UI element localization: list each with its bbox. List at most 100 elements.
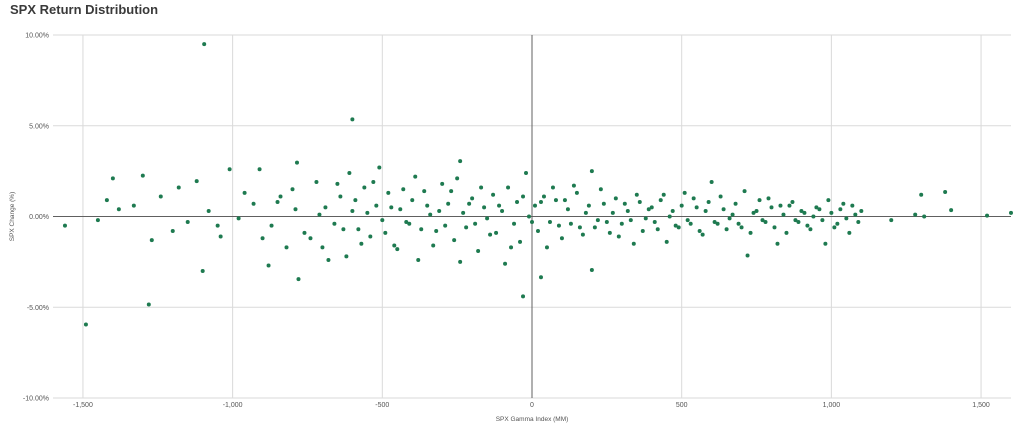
data-point	[817, 207, 822, 212]
data-point	[83, 322, 88, 327]
data-point	[368, 234, 373, 239]
data-point	[449, 189, 454, 194]
data-point	[727, 216, 732, 221]
data-point	[104, 198, 109, 203]
data-point	[769, 205, 774, 210]
data-point	[682, 190, 687, 195]
data-point	[628, 218, 633, 223]
data-point	[625, 209, 630, 214]
data-point	[637, 199, 642, 204]
data-point	[541, 194, 546, 199]
data-point	[559, 236, 564, 241]
data-point	[919, 192, 924, 197]
data-point	[149, 238, 154, 243]
data-point	[386, 190, 391, 195]
data-point	[745, 253, 750, 258]
data-point	[425, 203, 430, 208]
data-point	[482, 205, 487, 210]
data-point	[215, 223, 220, 228]
data-point	[796, 219, 801, 224]
data-point	[844, 216, 849, 221]
data-point	[547, 219, 552, 224]
data-point	[218, 234, 223, 239]
data-point	[170, 229, 175, 234]
data-point	[580, 232, 585, 237]
data-point	[736, 221, 741, 226]
data-point	[595, 218, 600, 223]
data-point	[350, 117, 355, 122]
data-point	[742, 189, 747, 194]
data-point	[269, 223, 274, 228]
data-point	[760, 218, 765, 223]
data-point	[688, 221, 693, 226]
data-point	[781, 212, 786, 217]
data-point	[202, 42, 207, 47]
data-point	[553, 198, 558, 203]
data-point	[718, 194, 723, 199]
data-point	[518, 239, 523, 244]
data-point	[667, 214, 672, 219]
data-point	[757, 198, 762, 203]
data-point	[811, 214, 816, 219]
data-point	[577, 225, 582, 230]
data-point	[799, 209, 804, 214]
data-point	[443, 223, 448, 228]
data-point	[634, 192, 639, 197]
data-point	[664, 239, 669, 244]
data-point	[568, 221, 573, 226]
data-point	[302, 230, 307, 235]
data-point	[461, 210, 466, 215]
data-point	[284, 245, 289, 250]
data-point	[700, 232, 705, 237]
data-point	[455, 176, 460, 181]
data-point	[494, 230, 499, 235]
data-point	[314, 180, 319, 185]
data-point	[335, 181, 340, 186]
data-point	[434, 229, 439, 234]
data-point	[515, 199, 520, 204]
data-point	[377, 165, 382, 170]
data-point	[838, 207, 843, 212]
chart-title: SPX Return Distribution	[10, 2, 159, 17]
data-point	[631, 241, 636, 246]
data-point	[383, 230, 388, 235]
data-point	[428, 212, 433, 217]
data-point	[856, 219, 861, 224]
data-point	[242, 190, 247, 195]
data-point	[359, 241, 364, 246]
data-point	[790, 199, 795, 204]
x-tick-label: -500	[375, 402, 389, 409]
data-point	[784, 230, 789, 235]
axes	[53, 35, 1011, 398]
data-point	[437, 209, 442, 214]
data-point	[889, 218, 894, 223]
data-point	[326, 258, 331, 263]
data-point	[643, 216, 648, 221]
data-point	[604, 219, 609, 224]
data-point	[697, 229, 702, 234]
data-point	[341, 227, 346, 232]
data-point	[440, 181, 445, 186]
data-point	[467, 201, 472, 206]
data-points	[62, 42, 1013, 327]
data-point	[679, 203, 684, 208]
data-point	[353, 198, 358, 203]
data-point	[95, 218, 100, 223]
data-point	[550, 185, 555, 190]
data-point	[506, 185, 511, 190]
data-point	[308, 236, 313, 241]
data-point	[374, 203, 379, 208]
data-point	[562, 198, 567, 203]
data-point	[185, 219, 190, 224]
data-point	[524, 170, 529, 175]
data-point	[488, 232, 493, 237]
data-point	[194, 179, 199, 184]
data-point	[422, 189, 427, 194]
data-point	[395, 247, 400, 252]
data-point	[724, 227, 729, 232]
data-point	[832, 225, 837, 230]
data-point	[571, 183, 576, 188]
data-point	[350, 209, 355, 214]
data-point	[293, 207, 298, 212]
